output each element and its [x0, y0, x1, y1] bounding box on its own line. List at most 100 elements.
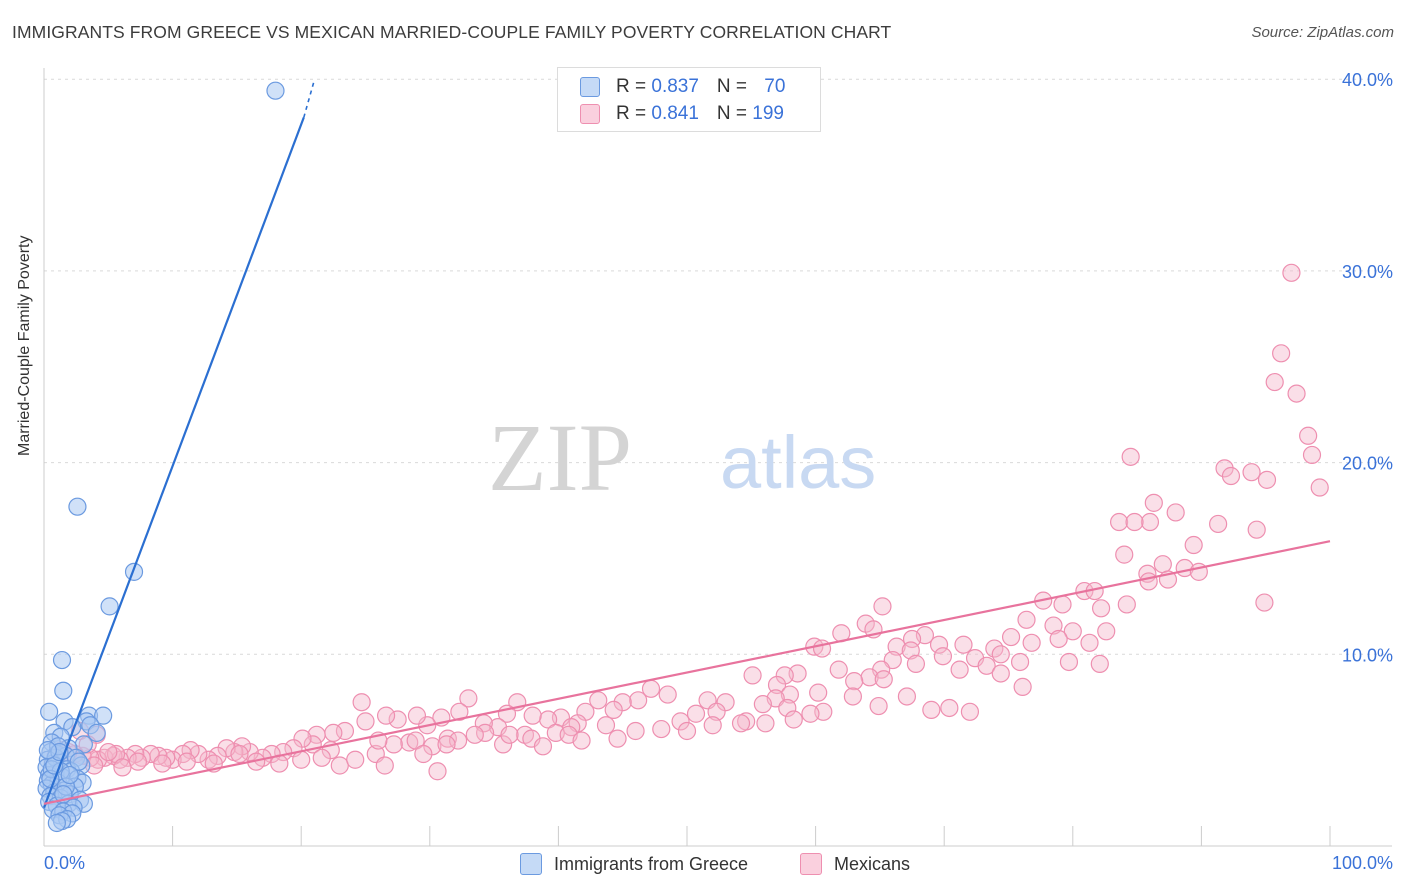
- mexicans-point: [767, 675, 787, 695]
- mexicans-point: [1272, 344, 1291, 363]
- mexicans-point: [400, 733, 419, 752]
- mexicans-point: [608, 729, 627, 748]
- mexicans-points: [46, 263, 1329, 781]
- mexicans-point: [991, 645, 1010, 664]
- mexicans-point: [629, 691, 648, 710]
- mexicans-point: [406, 731, 425, 750]
- bottom-legend-mexicans: Mexicans: [800, 852, 910, 876]
- mexicans-point: [707, 702, 726, 721]
- mexicans-point: [940, 698, 959, 718]
- mexicans-point: [897, 687, 917, 706]
- mexicans-point: [626, 721, 645, 741]
- greece-point: [52, 650, 72, 670]
- mexicans-point: [1255, 593, 1274, 612]
- mexicans-point: [1221, 466, 1241, 486]
- mexicans-point: [929, 635, 949, 654]
- legend-n-label: N =: [716, 76, 753, 97]
- greece-point: [40, 702, 59, 721]
- mexicans-point: [845, 672, 864, 691]
- mexicans-point: [902, 629, 922, 649]
- mexicans-point: [1091, 599, 1111, 618]
- greece-point: [47, 813, 66, 833]
- mexicans-point: [1282, 263, 1301, 282]
- mexicans-point: [330, 756, 349, 775]
- mexicans-point: [933, 647, 953, 666]
- mexicans-point: [533, 737, 553, 756]
- mexicans-point: [1013, 677, 1032, 696]
- x-tick-label: 100.0%: [1332, 853, 1393, 873]
- mexicans-point: [465, 725, 484, 744]
- mexicans-point: [686, 704, 706, 723]
- mexicans-point: [1097, 622, 1116, 641]
- chart-title: IMMIGRANTS FROM GREECE VS MEXICAN MARRIE…: [12, 22, 892, 42]
- mexicans-point: [843, 687, 862, 706]
- watermark-zip: ZIP: [488, 404, 632, 511]
- y-tick-label: 30.0%: [1342, 262, 1393, 282]
- mexicans-point: [604, 700, 623, 719]
- mexicans-point: [1287, 384, 1306, 403]
- mexicans-point: [1144, 493, 1163, 512]
- mexicans-point: [375, 756, 394, 775]
- mexicans-point: [977, 656, 996, 675]
- mexicans-point: [756, 714, 775, 733]
- mexicans-point: [703, 716, 722, 735]
- greece-point: [54, 681, 73, 700]
- legend-row-greece: R = 0.837 N = 70: [580, 75, 785, 99]
- mexicans-point: [743, 666, 762, 685]
- mexicans-point: [356, 712, 375, 731]
- watermark: ZIP atlas: [488, 404, 876, 511]
- mexicans-point: [376, 706, 396, 725]
- mexicans-point: [128, 752, 147, 771]
- mexicans-point: [1299, 426, 1318, 445]
- mexicans-point: [500, 725, 519, 744]
- mexicans-point: [922, 700, 941, 719]
- mexicans-point: [960, 702, 980, 721]
- greece-points: [37, 81, 285, 833]
- greece-point: [94, 706, 113, 725]
- bottom-legend-label-mexicans: Mexicans: [834, 853, 911, 874]
- greece-trend-extension: [303, 80, 315, 118]
- trend-lines: [42, 80, 1331, 809]
- mexicans-point: [677, 721, 697, 741]
- mexicans-point: [1001, 627, 1021, 647]
- mexicans-point: [414, 744, 433, 764]
- legend-r-label: R =: [616, 76, 652, 97]
- bottom-legend-label-greece: Immigrants from Greece: [554, 853, 749, 874]
- bottom-legend-swatch-greece: [520, 853, 542, 875]
- mexicans-point: [780, 685, 799, 704]
- mexicans-point: [292, 750, 311, 769]
- mexicans-point: [874, 670, 893, 689]
- mexicans-point: [1125, 512, 1144, 532]
- mexicans-point: [437, 735, 456, 754]
- legend-row-mexicans: R = 0.841 N = 199: [580, 102, 784, 126]
- mexicans-point: [428, 762, 447, 781]
- mexicans-point: [1139, 572, 1158, 591]
- mexicans-point: [312, 748, 331, 767]
- mexicans-point: [307, 725, 326, 744]
- mexicans-point: [1117, 595, 1136, 614]
- legend-r-value: 0.841: [651, 103, 699, 124]
- mexicans-point: [1140, 512, 1160, 532]
- mexicans-point: [950, 660, 969, 679]
- mexicans-point: [1310, 478, 1329, 497]
- y-tick-label: 10.0%: [1342, 645, 1393, 665]
- mexicans-point: [523, 706, 542, 725]
- mexicans-point: [1044, 616, 1063, 635]
- mexicans-point: [1184, 535, 1203, 555]
- mexicans-point: [459, 689, 478, 708]
- mexicans-point: [450, 702, 469, 721]
- mexicans-point: [335, 721, 355, 741]
- mexicans-point: [1053, 595, 1072, 614]
- mexicans-point: [1209, 514, 1228, 534]
- source-credit: Source: ZipAtlas.com: [1251, 24, 1394, 41]
- mexicans-point: [163, 750, 182, 769]
- greece-point: [100, 597, 119, 616]
- mexicans-point: [589, 691, 608, 710]
- mexicans-point: [1247, 520, 1266, 539]
- mexicans-point: [177, 752, 196, 771]
- mexicans-point: [1010, 652, 1030, 672]
- mexicans-point: [388, 710, 407, 729]
- legend-r-label: R =: [616, 103, 652, 124]
- watermark-atlas: atlas: [720, 421, 876, 504]
- legend-r-value: 0.837: [651, 76, 699, 97]
